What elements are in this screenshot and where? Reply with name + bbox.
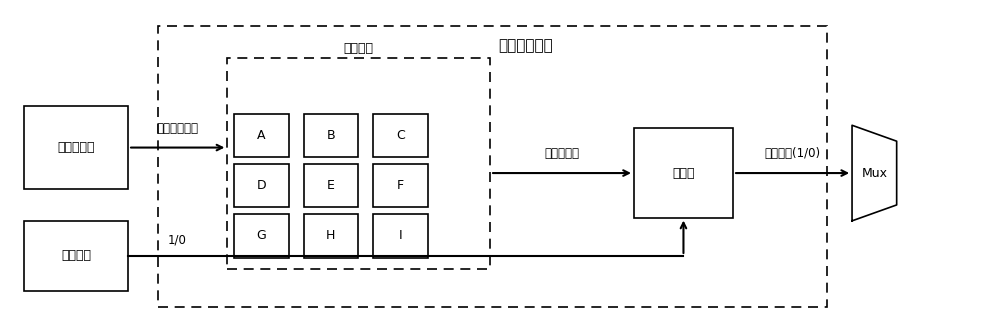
Text: 计时器终值: 计时器终值 [544,147,579,160]
Text: G: G [257,230,266,243]
Bar [234,114,289,157]
Text: I: I [399,230,402,243]
Text: F: F [397,180,404,193]
Text: B: B [327,129,335,143]
Text: 1/0: 1/0 [168,233,187,246]
Text: 计时结束(1/0): 计时结束(1/0) [764,147,821,160]
Text: H: H [326,230,336,243]
Bar [304,215,358,257]
Text: A: A [257,129,266,143]
Text: Mux: Mux [861,166,887,180]
Bar [373,215,428,257]
Bar [24,106,128,189]
Text: D: D [257,180,266,193]
Text: 计时器: 计时器 [672,166,695,180]
Bar [304,164,358,207]
Bar [158,26,827,307]
Bar [304,114,358,157]
Bar [234,164,289,207]
Bar [373,114,428,157]
Text: C: C [396,129,405,143]
Text: 计时终值: 计时终值 [344,42,374,55]
Bar [234,215,289,257]
Bar [227,58,490,269]
Text: 角度分类结果: 角度分类结果 [157,122,199,135]
Bar [373,164,428,207]
Text: 角度反馈: 角度反馈 [61,250,91,262]
Bar [634,129,733,218]
Bar [24,221,128,291]
Text: 时间补偿模块: 时间补偿模块 [499,38,553,53]
Text: 角度比较器: 角度比较器 [57,141,95,154]
Text: E: E [327,180,335,193]
